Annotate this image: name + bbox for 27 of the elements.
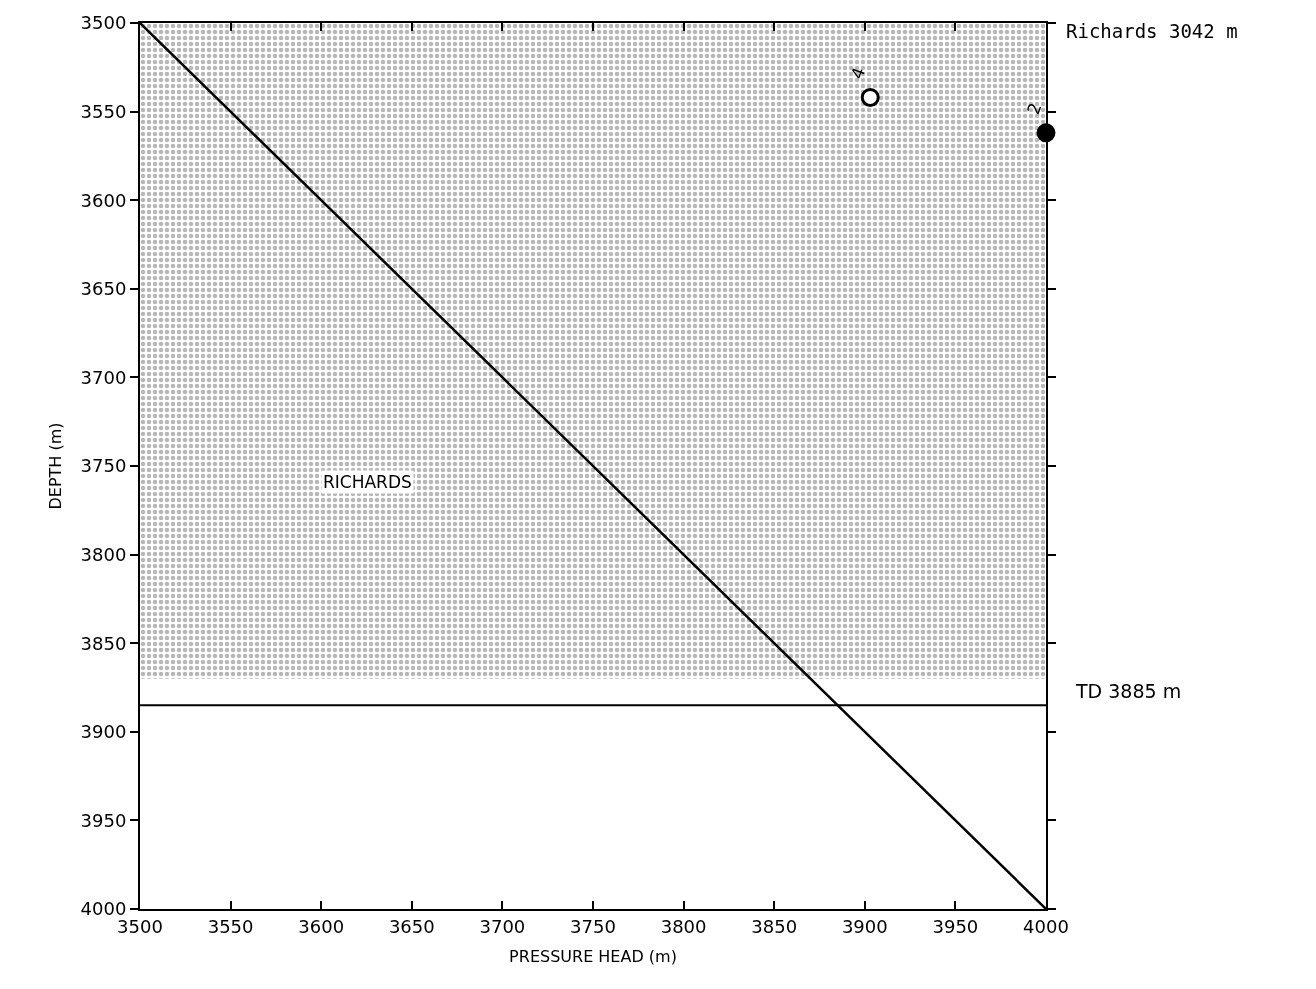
y-tick-label: 3800 [80,543,127,565]
x-tick-label: 3550 [207,915,254,937]
y-tick-label: 3850 [80,632,127,654]
annotation: 4 [846,64,870,82]
y-tick-label: 3900 [80,721,127,743]
y-tick-label: 3950 [80,809,127,831]
x-tick-label: 4000 [1023,915,1069,937]
x-tick-label: 3600 [298,915,345,937]
x-tick-label: 3700 [479,915,526,937]
annotation: 2 [1023,100,1046,118]
text: Richards 3042 m [1066,20,1238,42]
x-tick-label: 3800 [660,915,707,937]
x-tick-label: 3950 [932,915,979,937]
x-tick-label: 3850 [751,915,798,937]
x-tick-label: 3900 [841,915,888,937]
band-label: RICHARDS [323,472,412,492]
y-tick-label: 3700 [80,366,127,388]
y-tick-label: 3550 [80,100,127,122]
x-tick-label: 3750 [570,915,616,937]
x-axis-title: PRESSURE HEAD (m) [509,946,677,966]
x-tick-label: 3650 [388,915,435,937]
y-tick-label: 3750 [80,455,127,477]
ref-line-label: TD 3885 m [1075,680,1182,702]
y-tick-label: 3500 [80,12,127,34]
y-tick-label: 3600 [80,189,127,211]
y-axis-title: DEPTH (m) [45,422,65,510]
y-tick-label: 3650 [80,278,127,300]
